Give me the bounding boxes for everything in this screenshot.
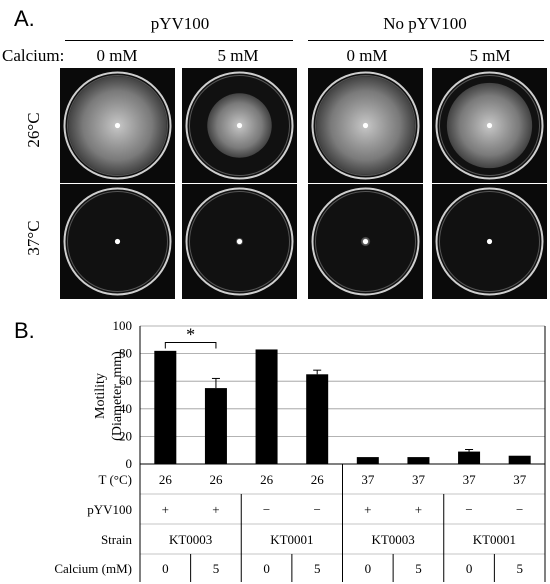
- table-cell: 0: [162, 561, 169, 576]
- conc-label-4: 5 mM: [469, 46, 511, 65]
- significance-bracket: [164, 342, 217, 349]
- table-cell: 37: [513, 472, 527, 487]
- petri-dish-r1-c1: [60, 68, 175, 183]
- table-cell: 37: [463, 472, 477, 487]
- bar: [154, 350, 177, 464]
- table-cell: −: [516, 502, 523, 517]
- conc-label-2: 5 mM: [217, 46, 259, 65]
- table-cell: 26: [311, 472, 325, 487]
- table-cell: 37: [361, 472, 375, 487]
- bar: [255, 349, 278, 464]
- table-cell: 0: [466, 561, 473, 576]
- table-cell: 5: [314, 561, 321, 576]
- table-cell: 26: [260, 472, 274, 487]
- table-cell: −: [263, 502, 270, 517]
- group-rule-pyv100: [65, 40, 293, 41]
- petri-dish-r1-c4: [432, 68, 547, 183]
- group-header-no-pyv100: No pYV100: [383, 14, 467, 33]
- table-cell: 37: [412, 472, 426, 487]
- conc-label-1: 0 mM: [96, 46, 138, 65]
- petri-dish-r2-c4: [432, 184, 547, 299]
- panel-b-label: B.: [14, 318, 35, 343]
- table-cell: 5: [213, 561, 220, 576]
- table-cell: +: [364, 502, 371, 517]
- bar: [508, 455, 531, 464]
- table-row-label: Calcium (mM): [54, 561, 132, 576]
- table-cell: KT0001: [270, 532, 313, 547]
- table-cell: 0: [263, 561, 270, 576]
- table-cell: 0: [365, 561, 372, 576]
- petri-dish-r2-c3: [308, 184, 423, 299]
- table-cell: −: [465, 502, 472, 517]
- temp-label-37: 37°C: [24, 220, 43, 256]
- bar: [458, 451, 481, 464]
- conc-label-3: 0 mM: [346, 46, 388, 65]
- table-cell: 5: [415, 561, 422, 576]
- table-row-label: pYV100: [87, 502, 132, 517]
- table-cell: 26: [209, 472, 223, 487]
- table-cell: +: [212, 502, 219, 517]
- petri-dish-r2-c2: [182, 184, 297, 299]
- petri-dish-r2-c1: [60, 184, 175, 299]
- table-row-label: Strain: [101, 532, 133, 547]
- table-cell: +: [415, 502, 422, 517]
- group-rule-no-pyv100: [308, 40, 544, 41]
- petri-dish-r1-c2: [182, 68, 297, 183]
- table-row-label: T (°C): [99, 472, 132, 487]
- table-cell: 26: [159, 472, 173, 487]
- group-header-pyv100: pYV100: [150, 14, 210, 33]
- y-axis-title: Motility (Diameter, mm): [93, 351, 125, 441]
- calcium-label: Calcium:: [2, 46, 65, 65]
- bar: [356, 457, 379, 464]
- significance-star: *: [186, 325, 195, 345]
- petri-dish-r1-c3: [308, 68, 423, 183]
- bar: [204, 388, 227, 464]
- y-tick-label: 80: [119, 346, 132, 361]
- panel-a-label: A.: [14, 6, 35, 31]
- y-tick-label: 60: [119, 373, 132, 388]
- y-tick-label: 40: [119, 401, 132, 416]
- table-cell: +: [162, 502, 169, 517]
- table-cell: KT0003: [169, 532, 212, 547]
- table-cell: KT0003: [371, 532, 414, 547]
- table-cell: 5: [516, 561, 523, 576]
- y-tick-label: 0: [126, 456, 133, 471]
- bar: [407, 457, 430, 464]
- table-cell: KT0001: [473, 532, 516, 547]
- temp-label-26: 26°C: [24, 112, 43, 148]
- y-tick-label: 100: [113, 318, 133, 333]
- table-cell: −: [314, 502, 321, 517]
- y-tick-label: 20: [119, 428, 132, 443]
- bar: [306, 374, 329, 464]
